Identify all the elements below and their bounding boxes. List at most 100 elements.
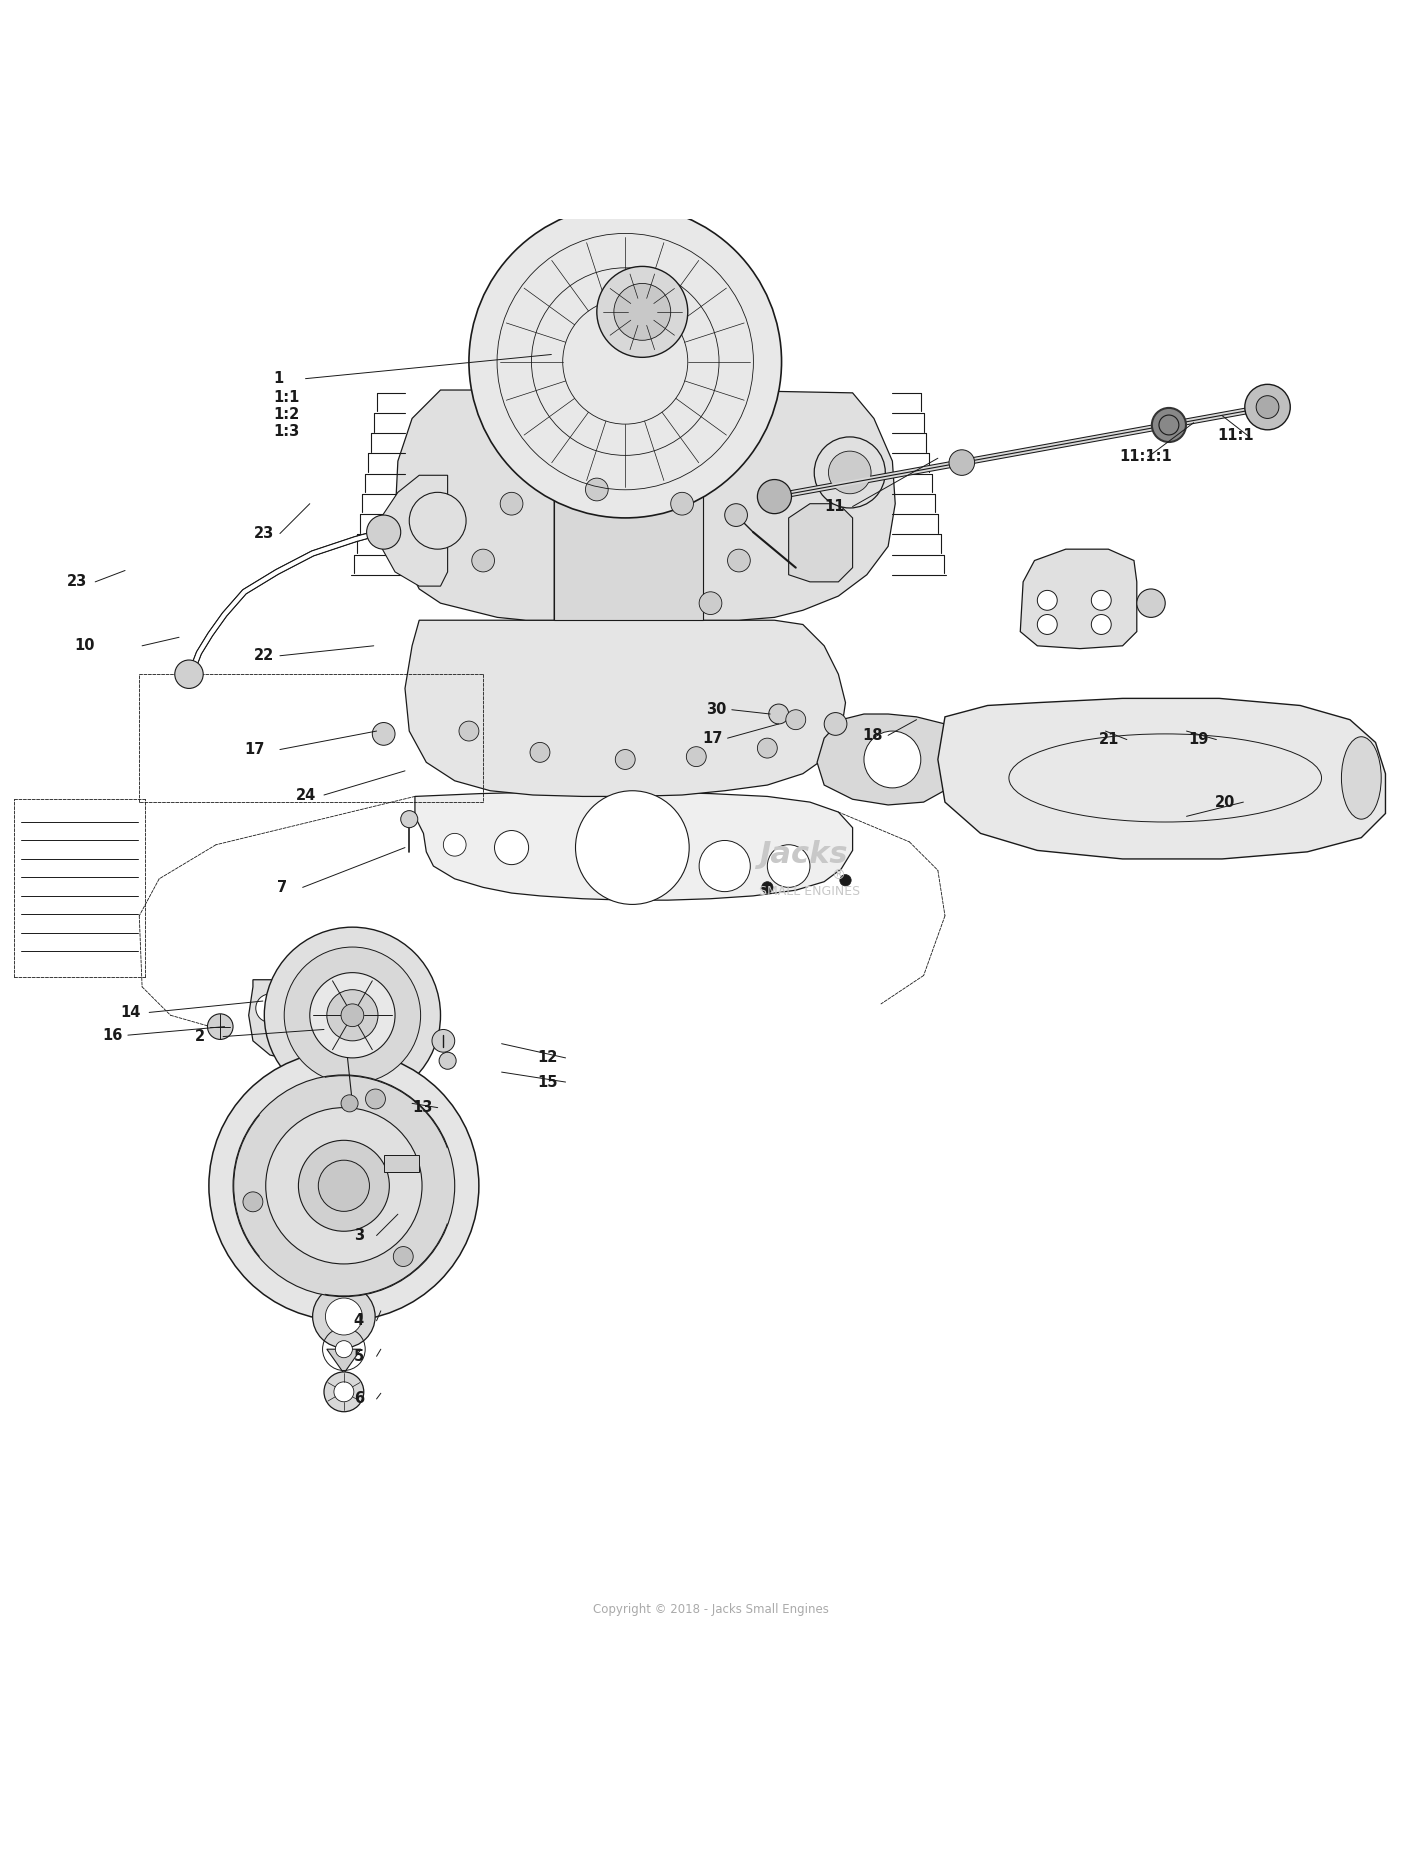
- Circle shape: [769, 705, 789, 724]
- Circle shape: [767, 844, 810, 887]
- Circle shape: [443, 833, 466, 856]
- Text: 12: 12: [537, 1051, 557, 1066]
- Circle shape: [324, 1373, 364, 1412]
- Circle shape: [757, 738, 777, 759]
- Circle shape: [318, 1161, 369, 1211]
- Circle shape: [310, 973, 395, 1058]
- Text: SMALL ENGINES: SMALL ENGINES: [759, 885, 861, 898]
- Circle shape: [864, 731, 921, 789]
- Circle shape: [585, 478, 608, 500]
- Text: 11:1: 11:1: [1218, 428, 1255, 443]
- Text: 4: 4: [354, 1313, 364, 1328]
- Circle shape: [367, 515, 401, 549]
- Circle shape: [310, 993, 338, 1023]
- Text: 1:1: 1:1: [273, 389, 300, 405]
- Circle shape: [824, 712, 847, 735]
- Circle shape: [840, 874, 851, 885]
- Text: 23: 23: [254, 526, 274, 541]
- Circle shape: [266, 1107, 422, 1265]
- Circle shape: [334, 1382, 354, 1402]
- Text: 2: 2: [195, 1029, 205, 1043]
- Polygon shape: [327, 1348, 361, 1373]
- Circle shape: [472, 549, 495, 571]
- Text: 15: 15: [537, 1075, 557, 1090]
- Circle shape: [699, 591, 722, 614]
- Text: 7: 7: [277, 880, 287, 895]
- Text: Copyright © 2018 - Jacks Small Engines: Copyright © 2018 - Jacks Small Engines: [593, 1603, 828, 1616]
- Text: 3: 3: [354, 1228, 364, 1242]
- Circle shape: [671, 493, 693, 515]
- Polygon shape: [405, 619, 845, 796]
- Circle shape: [439, 1053, 456, 1070]
- Polygon shape: [1020, 549, 1137, 649]
- Circle shape: [614, 283, 671, 340]
- Circle shape: [401, 811, 418, 828]
- Circle shape: [762, 882, 773, 893]
- Polygon shape: [938, 698, 1385, 859]
- Circle shape: [341, 1004, 364, 1027]
- Circle shape: [394, 1246, 414, 1267]
- Text: 17: 17: [244, 742, 264, 757]
- Polygon shape: [789, 504, 853, 582]
- Circle shape: [313, 1285, 375, 1348]
- Text: 1:3: 1:3: [273, 424, 298, 439]
- Polygon shape: [249, 980, 341, 1060]
- Circle shape: [1152, 407, 1187, 443]
- Text: 22: 22: [254, 649, 274, 664]
- Circle shape: [325, 1298, 362, 1335]
- Circle shape: [409, 493, 466, 549]
- Circle shape: [814, 437, 885, 508]
- Circle shape: [949, 450, 975, 476]
- Text: 20: 20: [1215, 794, 1235, 809]
- Circle shape: [615, 750, 635, 770]
- Text: 13: 13: [412, 1099, 432, 1116]
- Circle shape: [327, 990, 378, 1042]
- Circle shape: [728, 549, 750, 571]
- Text: 1:2: 1:2: [273, 407, 298, 422]
- Circle shape: [699, 841, 750, 891]
- Text: 1: 1: [273, 372, 283, 387]
- Circle shape: [786, 711, 806, 729]
- Text: 18: 18: [863, 727, 882, 742]
- Circle shape: [335, 1341, 352, 1358]
- Text: 14: 14: [121, 1004, 141, 1019]
- Circle shape: [209, 1051, 479, 1321]
- Circle shape: [432, 1029, 455, 1053]
- Text: 21: 21: [1098, 733, 1118, 748]
- Circle shape: [1160, 415, 1179, 435]
- Text: 11:1:1: 11:1:1: [1120, 450, 1172, 465]
- Circle shape: [725, 504, 747, 526]
- Circle shape: [1091, 614, 1111, 634]
- Circle shape: [597, 266, 688, 357]
- Circle shape: [1037, 614, 1057, 634]
- Polygon shape: [384, 1155, 419, 1172]
- Polygon shape: [703, 391, 895, 619]
- Ellipse shape: [1341, 737, 1381, 818]
- Circle shape: [576, 790, 689, 904]
- Text: 11: 11: [824, 498, 844, 513]
- Text: 17: 17: [702, 731, 722, 746]
- Circle shape: [469, 205, 782, 517]
- Circle shape: [1256, 396, 1279, 418]
- Circle shape: [264, 926, 441, 1103]
- Polygon shape: [415, 792, 853, 900]
- Circle shape: [1245, 385, 1290, 430]
- Circle shape: [284, 947, 421, 1084]
- Circle shape: [757, 480, 791, 513]
- Circle shape: [233, 1075, 455, 1296]
- Polygon shape: [395, 391, 554, 619]
- Polygon shape: [817, 714, 966, 805]
- Text: 19: 19: [1188, 733, 1208, 748]
- Circle shape: [1137, 590, 1165, 618]
- Text: 23: 23: [67, 575, 87, 590]
- Text: ®: ®: [831, 869, 845, 883]
- Circle shape: [298, 1140, 389, 1231]
- Circle shape: [341, 1096, 358, 1112]
- Text: 10: 10: [74, 638, 94, 653]
- Circle shape: [828, 452, 871, 493]
- Circle shape: [365, 1090, 385, 1109]
- Circle shape: [372, 722, 395, 746]
- Polygon shape: [554, 391, 703, 619]
- Text: 16: 16: [102, 1029, 122, 1043]
- Text: 24: 24: [296, 787, 315, 802]
